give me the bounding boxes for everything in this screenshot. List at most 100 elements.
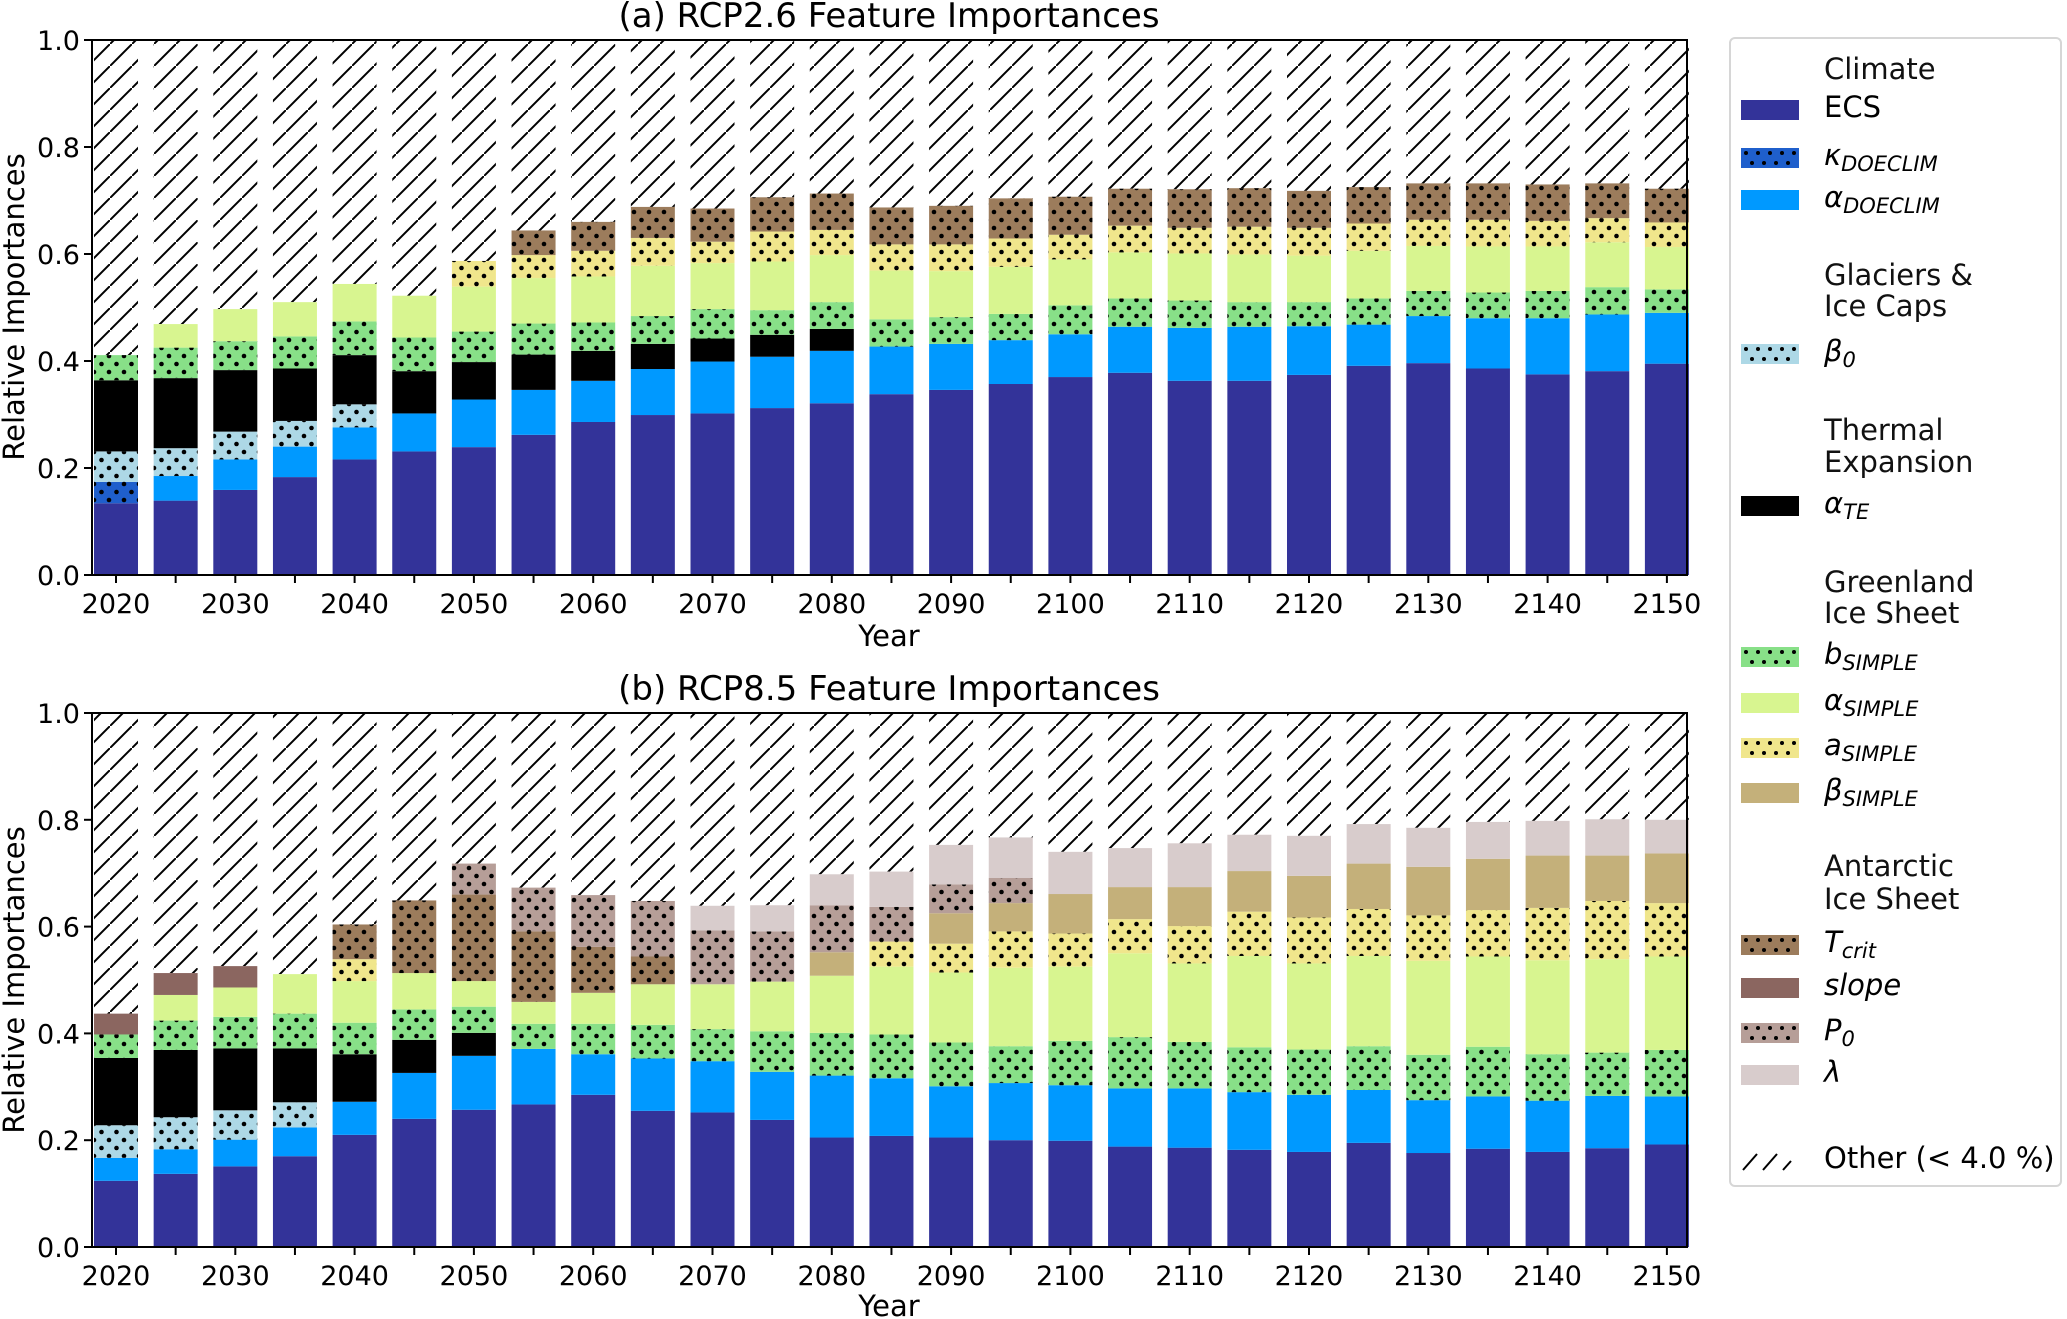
- bar-segment-alpha-simple: [153, 994, 198, 1021]
- legend-item-t-crit: Tcrit: [1731, 925, 2061, 963]
- legend-item-lambda: λ: [1731, 1055, 2061, 1093]
- bar-segment-beta-simple: [1287, 875, 1331, 918]
- bar-segment-alpha-doeclim: [1227, 1092, 1272, 1150]
- x-tick-label: 2040: [320, 589, 389, 620]
- bar-segment-ecs: [272, 477, 317, 575]
- bar-segment-alpha-simple: [1108, 953, 1153, 1038]
- bar-segment-alpha-simple: [1048, 259, 1093, 306]
- panel-b-axes: 0.0 0.2 0.4 0.6 0.8 1.0 2020 2030 2040 2050 2060 20…: [37, 699, 1701, 1292]
- bar-segment-other: [1465, 40, 1510, 184]
- bar-segment-dots: [630, 900, 675, 957]
- bar-segment-alpha-doeclim: [153, 476, 198, 501]
- bar-segment-dots: [451, 1006, 496, 1033]
- bar-segment-alpha-doeclim: [988, 1083, 1033, 1141]
- bar-segment-lambda: [1108, 848, 1153, 888]
- bar-segment-ecs: [1406, 1153, 1451, 1247]
- bar-segment-alpha-doeclim: [1287, 1094, 1331, 1152]
- bar-segment-dots: [988, 931, 1033, 968]
- bar-segment-alpha-doeclim: [1585, 1095, 1630, 1149]
- bar-segment-beta-simple: [988, 903, 1033, 932]
- bar-segment-alpha-doeclim: [272, 1127, 317, 1157]
- bar-segment-alpha-simple: [929, 271, 974, 318]
- bar-segment-lambda: [1525, 820, 1570, 856]
- bar-segment-alpha-doeclim: [1585, 314, 1630, 372]
- bar-segment-other: [571, 713, 616, 896]
- panel-b: (b) RCP8.5 Feature Importances 0.0 0.2 0.4…: [0, 669, 1701, 1319]
- bar-segment-alpha-simple: [809, 975, 854, 1033]
- x-tick-label: 2140: [1513, 1261, 1582, 1292]
- bar-segment-dots: [750, 931, 795, 982]
- bar-segment-dots: [809, 302, 854, 329]
- y-tick-label: 0.8: [37, 133, 80, 164]
- x-tick-label: 2110: [1155, 1261, 1224, 1292]
- x-tick-label: 2130: [1394, 1261, 1463, 1292]
- legend-swatch: [1741, 190, 1799, 210]
- legend-group-heading: Thermal: [1824, 413, 1944, 447]
- bar-segment-alpha-simple: [1406, 245, 1451, 291]
- x-tick-label: 2030: [201, 589, 270, 620]
- bar-segment-beta-simple: [809, 952, 854, 976]
- legend-swatch: [1741, 935, 1799, 955]
- x-tick-label: 2100: [1036, 1261, 1105, 1292]
- bar-segment-alpha-simple: [213, 309, 258, 342]
- bar-segment-alpha-doeclim: [869, 1078, 914, 1136]
- bar-segment-dots: [571, 250, 616, 277]
- legend-swatch: [1741, 738, 1799, 758]
- legend-item-alpha-te: αTE: [1731, 486, 2061, 524]
- legend-group-heading: Greenland: [1824, 565, 1975, 599]
- bar-segment-dots: [213, 1016, 258, 1049]
- bar-segment-slope: [213, 966, 258, 988]
- legend-swatch: [1741, 148, 1799, 168]
- bar-segment-dots: [988, 313, 1033, 341]
- bar-segment-dots: [1108, 1037, 1153, 1089]
- bar-segment-alpha-te: [332, 355, 377, 405]
- bar-segment-alpha-doeclim: [94, 1157, 138, 1181]
- bar-segment-beta-simple: [1167, 887, 1212, 927]
- bar-segment-alpha-te: [153, 378, 198, 449]
- bar-segment-ecs: [809, 403, 854, 575]
- legend-label: αTE: [1824, 486, 1870, 524]
- bar-segment-dots: [1346, 1046, 1391, 1091]
- bar-segment-ecs: [571, 1094, 616, 1247]
- bar-segment-alpha-doeclim: [809, 350, 854, 404]
- legend-label: Tcrit: [1824, 925, 1876, 963]
- bar-segment-lambda: [1287, 835, 1331, 876]
- bar-segment-alpha-te: [630, 343, 675, 370]
- bar-segment-other: [1406, 40, 1451, 184]
- legend-swatch: [1741, 647, 1799, 667]
- bar-segment-dots: [571, 221, 616, 251]
- bar-segment-alpha-simple: [1287, 255, 1331, 303]
- bar-segment-ecs: [1048, 1140, 1093, 1247]
- bar-segment-other: [929, 713, 974, 845]
- bar-segment-dots: [869, 244, 914, 271]
- bar-segment-other: [153, 40, 198, 325]
- bar-segment-lambda: [1048, 851, 1093, 895]
- bar-segment-alpha-doeclim: [929, 343, 974, 390]
- bar-segment-dots: [1644, 188, 1689, 223]
- bar-segment-dots: [511, 931, 556, 1002]
- y-tick-label: 0.4: [37, 347, 80, 378]
- bar-segment-ecs: [630, 1110, 675, 1247]
- bar-segment-other: [1227, 40, 1272, 189]
- legend-label: αSIMPLE: [1824, 683, 1919, 721]
- bar-segment-alpha-simple: [1465, 956, 1510, 1047]
- bar-segment-alpha-te: [272, 368, 317, 421]
- legend-item-ecs: ECS: [1731, 90, 2061, 128]
- bar-segment-ecs: [1108, 372, 1153, 575]
- y-tick-label: 1.0: [37, 699, 80, 730]
- panel-b-title: (b) RCP8.5 Feature Importances: [618, 669, 1160, 709]
- bar-segment-alpha-te: [94, 380, 138, 452]
- bar-segment-dots: [153, 347, 198, 379]
- bar-segment-dots: [332, 321, 377, 356]
- bar-segment-beta-simple: [929, 913, 974, 944]
- bar-segment-alpha-doeclim: [1227, 326, 1272, 381]
- bar-segment-alpha-simple: [392, 295, 437, 338]
- legend-group-heading: Climate: [1824, 52, 1936, 86]
- bar-segment-other: [511, 40, 556, 231]
- legend-swatch: [1741, 783, 1799, 803]
- legend-swatch: [1741, 496, 1799, 516]
- bar-segment-dots: [809, 905, 854, 953]
- bar-segment-alpha-te: [272, 1048, 317, 1103]
- bar-segment-dots: [94, 1125, 138, 1158]
